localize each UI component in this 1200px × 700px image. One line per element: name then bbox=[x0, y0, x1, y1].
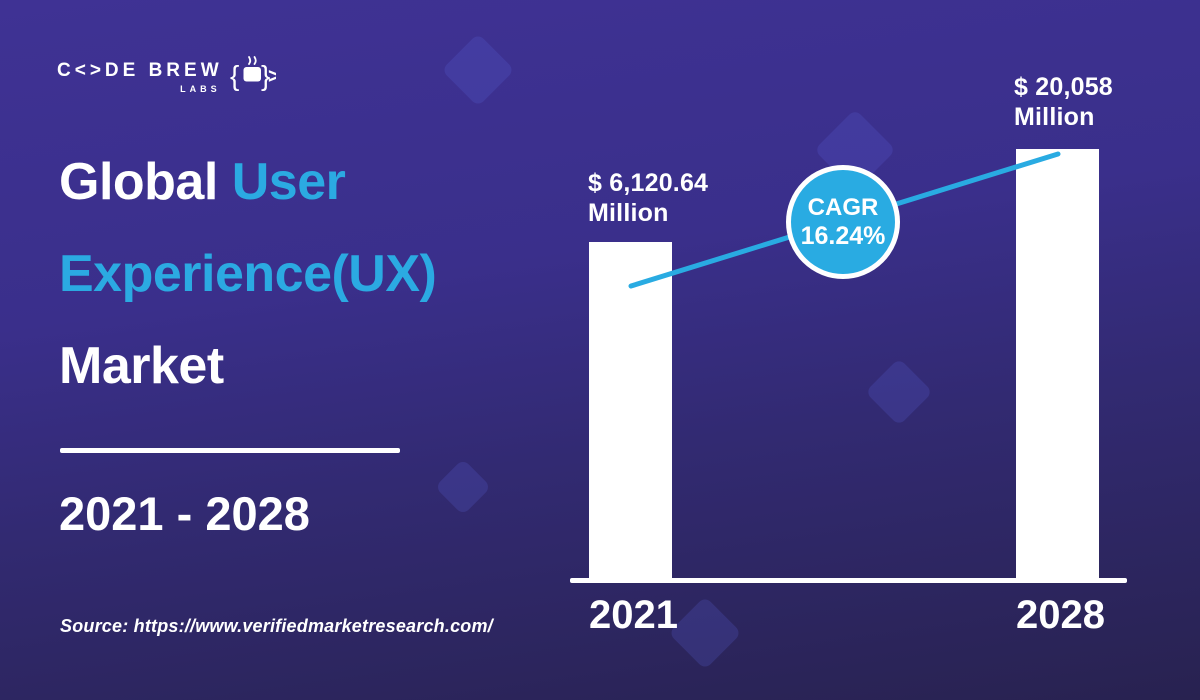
svg-text:{: { bbox=[230, 60, 239, 91]
title-text-blue: User bbox=[231, 153, 346, 211]
bar-2021 bbox=[589, 242, 672, 578]
title-text-white: Market bbox=[59, 337, 224, 395]
bar-2028 bbox=[1016, 149, 1099, 578]
svg-text:>: > bbox=[268, 65, 276, 88]
cagr-label: CAGR bbox=[807, 193, 879, 221]
bar-value-2028: $ 20,058 Million bbox=[1014, 72, 1113, 132]
source-citation: Source: https://www.verifiedmarketresear… bbox=[60, 616, 493, 636]
logo-text: C<>DE BREW LABS bbox=[57, 60, 223, 94]
diamond-decoration bbox=[865, 358, 933, 426]
x-axis-label-2021: 2021 bbox=[589, 593, 678, 637]
period-range-label: 2021 - 2028 bbox=[59, 487, 310, 540]
bar-value-2021-unit: Million bbox=[588, 199, 669, 227]
title-line-2: Experience(UX) bbox=[59, 228, 437, 320]
coffee-cup-icon: { } > bbox=[230, 53, 280, 100]
title-text-blue: Experience(UX) bbox=[59, 245, 437, 303]
x-axis-line bbox=[570, 578, 1127, 583]
logo-brand-text: C<>DE BREW bbox=[57, 59, 223, 81]
bar-value-2028-unit: Million bbox=[1014, 103, 1095, 131]
title-line-3: Market bbox=[59, 320, 436, 412]
cagr-value: 16.24% bbox=[800, 221, 886, 250]
x-axis-label-2028: 2028 bbox=[1016, 593, 1105, 637]
svg-text:}: } bbox=[261, 60, 270, 91]
bar-value-2028-amount: $ 20,058 bbox=[1014, 73, 1113, 101]
cagr-badge: CAGR 16.24% bbox=[786, 165, 900, 279]
title-text-white: Global bbox=[59, 153, 232, 211]
code-brew-labs-logo: C<>DE BREW LABS { } > bbox=[57, 53, 280, 100]
logo-sub-text: LABS bbox=[180, 83, 221, 94]
diamond-decoration bbox=[441, 33, 515, 107]
title-divider-line bbox=[60, 448, 400, 453]
page-title: Global User Experience(UX) Market bbox=[59, 136, 437, 412]
title-line-1: Global User bbox=[59, 136, 436, 228]
bar-value-2021: $ 6,120.64 Million bbox=[588, 168, 708, 228]
diamond-decoration bbox=[434, 458, 492, 516]
diamond-decoration bbox=[668, 596, 742, 670]
bar-value-2021-amount: $ 6,120.64 bbox=[588, 169, 709, 197]
